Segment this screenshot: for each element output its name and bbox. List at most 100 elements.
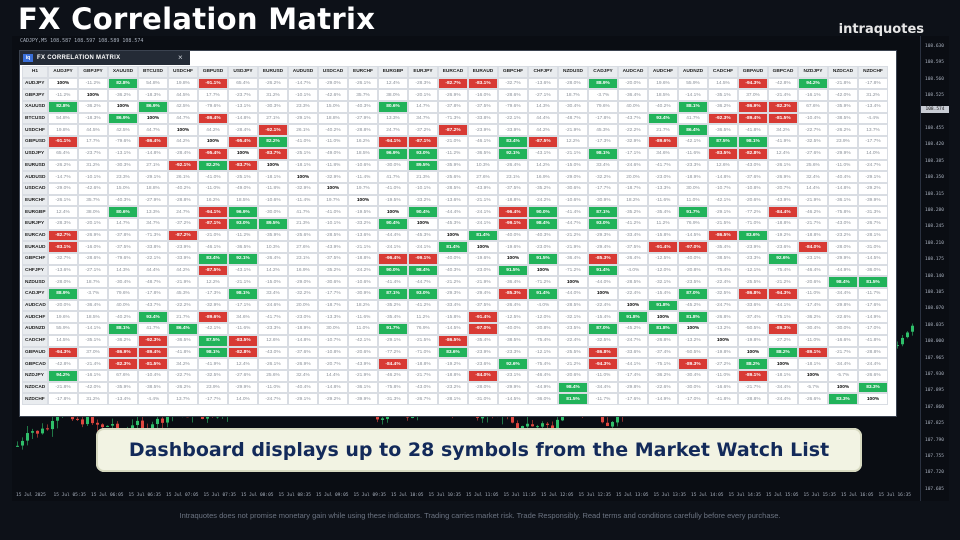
correlation-cell[interactable]: -34.4%	[828, 288, 858, 300]
correlation-cell[interactable]: -11.6%	[678, 147, 708, 160]
correlation-cell[interactable]: -3.7%	[588, 89, 618, 102]
correlation-cell[interactable]: 13.3%	[138, 206, 168, 218]
correlation-cell[interactable]: 41.7%	[138, 323, 168, 335]
correlation-cell[interactable]: -35.1%	[708, 89, 738, 102]
correlation-cell[interactable]: 12.4%	[48, 206, 78, 218]
correlation-cell[interactable]: -37.5%	[318, 253, 348, 265]
correlation-cell[interactable]: -13.6%	[48, 264, 78, 277]
correlation-cell[interactable]: -16.6%	[708, 381, 738, 394]
correlation-cell[interactable]: -29.1%	[288, 112, 318, 125]
correlation-cell[interactable]: -13.4%	[858, 101, 888, 113]
correlation-cell[interactable]: -75.4%	[708, 264, 738, 277]
correlation-cell[interactable]: 92.1%	[498, 147, 528, 160]
correlation-cell[interactable]: -26.9%	[438, 89, 468, 102]
correlation-cell[interactable]: -14.9%	[858, 311, 888, 324]
correlation-cell[interactable]: -86.9%	[738, 101, 768, 113]
correlation-cell[interactable]: -22.7%	[168, 369, 198, 382]
correlation-cell[interactable]: -17.7%	[858, 136, 888, 148]
correlation-cell[interactable]: -35.1%	[78, 334, 108, 347]
correlation-cell[interactable]: 87.0%	[588, 323, 618, 335]
correlation-cell[interactable]: -86.5%	[708, 229, 738, 242]
correlation-cell[interactable]: -28.6%	[498, 89, 528, 102]
correlation-cell[interactable]: 92.6%	[498, 358, 528, 370]
correlation-cell[interactable]: -10.6%	[348, 276, 378, 289]
correlation-cell[interactable]: 100%	[618, 299, 648, 312]
correlation-cell[interactable]: 16.2%	[348, 136, 378, 148]
correlation-cell[interactable]: -19.6%	[498, 241, 528, 253]
correlation-cell[interactable]: -18.1%	[768, 369, 798, 382]
correlation-cell[interactable]: -26.1%	[348, 77, 378, 90]
correlation-cell[interactable]: -23.0%	[468, 264, 498, 277]
row-header[interactable]: XAUUSD	[22, 101, 48, 113]
column-header[interactable]: EURJPY	[408, 66, 438, 78]
correlation-cell[interactable]: 65.4%	[48, 147, 78, 160]
correlation-cell[interactable]: 100%	[108, 101, 138, 113]
correlation-cell[interactable]: 19.6%	[648, 77, 678, 90]
correlation-cell[interactable]: -14.8%	[228, 112, 258, 125]
correlation-cell[interactable]: -41.2%	[408, 299, 438, 312]
correlation-cell[interactable]: -25.6%	[288, 229, 318, 242]
correlation-cell[interactable]: -35.2%	[618, 206, 648, 218]
correlation-cell[interactable]: 100%	[528, 264, 558, 277]
correlation-cell[interactable]: -45.3%	[438, 217, 468, 230]
correlation-cell[interactable]: -11.4%	[348, 171, 378, 183]
correlation-cell[interactable]: -40.0%	[678, 253, 708, 265]
correlation-cell[interactable]: -42.0%	[828, 89, 858, 102]
correlation-cell[interactable]: -83.7%	[258, 147, 288, 160]
correlation-cell[interactable]: -19.8%	[708, 346, 738, 359]
correlation-cell[interactable]: -86.4%	[138, 136, 168, 148]
correlation-cell[interactable]: -44.1%	[768, 299, 798, 312]
correlation-cell[interactable]: -32.5%	[198, 369, 228, 382]
correlation-cell[interactable]: 98.4%	[828, 276, 858, 289]
correlation-cell[interactable]: 11.2%	[648, 217, 678, 230]
correlation-cell[interactable]: 81.8%	[648, 323, 678, 335]
correlation-cell[interactable]: -43.1%	[528, 147, 558, 160]
correlation-cell[interactable]: -37.6%	[288, 346, 318, 359]
correlation-cell[interactable]: -28.4%	[228, 124, 258, 137]
correlation-cell[interactable]: -37.8%	[438, 101, 468, 113]
correlation-cell[interactable]: -28.5%	[318, 229, 348, 242]
correlation-cell[interactable]: 34.6%	[228, 311, 258, 324]
correlation-cell[interactable]: -42.1%	[348, 334, 378, 347]
correlation-cell[interactable]: 31.2%	[258, 89, 288, 102]
correlation-cell[interactable]: -11.0%	[318, 136, 348, 148]
correlation-cell[interactable]: -85.3%	[588, 253, 618, 265]
correlation-cell[interactable]: -14.1%	[678, 89, 708, 102]
correlation-cell[interactable]: 91.4%	[588, 264, 618, 277]
correlation-cell[interactable]: -87.2%	[168, 229, 198, 242]
correlation-cell[interactable]: -32.2%	[588, 171, 618, 183]
correlation-cell[interactable]: -42.6%	[78, 182, 108, 195]
correlation-cell[interactable]: -5.7%	[798, 381, 828, 394]
column-header[interactable]: EURCHF	[348, 66, 378, 78]
correlation-cell[interactable]: -30.4%	[678, 369, 708, 382]
correlation-cell[interactable]: -13.2%	[678, 334, 708, 347]
correlation-cell[interactable]: 82.8%	[48, 101, 78, 113]
correlation-cell[interactable]: 55.9%	[48, 323, 78, 335]
correlation-cell[interactable]: 16.2%	[198, 194, 228, 207]
correlation-cell[interactable]: -22.6%	[648, 381, 678, 394]
correlation-cell[interactable]: 93.4%	[138, 311, 168, 324]
correlation-cell[interactable]: -11.8%	[318, 159, 348, 172]
correlation-cell[interactable]: -17.3%	[588, 136, 618, 148]
correlation-cell[interactable]: -28.8%	[168, 194, 198, 207]
correlation-cell[interactable]: -33.9%	[498, 124, 528, 137]
correlation-cell[interactable]: -89.3%	[678, 358, 708, 370]
correlation-cell[interactable]: -28.0%	[48, 276, 78, 289]
correlation-cell[interactable]: -30.0%	[828, 323, 858, 335]
correlation-cell[interactable]: 31.2%	[78, 159, 108, 172]
correlation-cell[interactable]: -23.9%	[168, 241, 198, 253]
correlation-cell[interactable]: -27.6%	[798, 147, 828, 160]
correlation-cell[interactable]: 100%	[588, 288, 618, 300]
correlation-cell[interactable]: -85.3%	[498, 288, 528, 300]
correlation-cell[interactable]: -21.1%	[558, 147, 588, 160]
correlation-cell[interactable]: 18.7%	[78, 276, 108, 289]
correlation-cell[interactable]: 10.3%	[258, 241, 288, 253]
row-header[interactable]: GBPCAD	[22, 358, 48, 370]
correlation-cell[interactable]: -33.8%	[468, 112, 498, 125]
correlation-cell[interactable]: -26.4%	[498, 159, 528, 172]
correlation-cell[interactable]: -11.7%	[588, 393, 618, 405]
correlation-cell[interactable]: -86.5%	[438, 334, 468, 347]
correlation-cell[interactable]: -10.4%	[798, 112, 828, 125]
correlation-cell[interactable]: -26.2%	[168, 381, 198, 394]
correlation-cell[interactable]: -30.4%	[798, 323, 828, 335]
